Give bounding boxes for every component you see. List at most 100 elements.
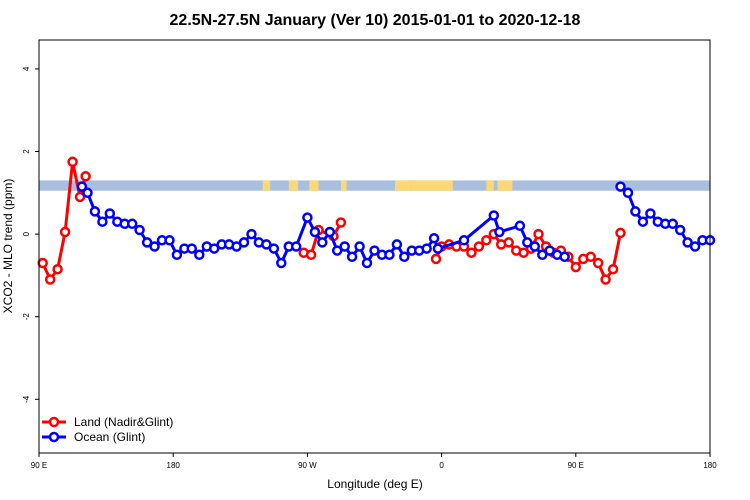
legend-land-marker [48, 416, 60, 428]
data-point-land [518, 247, 529, 258]
data-point-ocean [522, 237, 533, 248]
data-point-ocean [186, 243, 198, 254]
data-point-land [52, 263, 63, 275]
data-point-ocean [290, 241, 302, 252]
data-point-ocean [231, 241, 242, 252]
data-point-ocean [488, 210, 500, 221]
data-point-ocean [339, 241, 350, 252]
x-tick-label: 90 E [568, 461, 584, 470]
data-point-ocean [346, 251, 358, 263]
y-tick-label: 2 [22, 149, 31, 154]
x-tick-label: 180 [167, 461, 181, 470]
data-point-land [600, 274, 611, 285]
data-point-ocean [194, 249, 205, 261]
data-point-ocean [559, 251, 570, 263]
data-point-ocean [674, 224, 686, 236]
data-point-ocean [432, 243, 444, 254]
legend-land-label: Land (Nadir&Glint) [74, 415, 173, 429]
land-segment-6 [486, 180, 494, 191]
data-point-ocean [458, 235, 470, 246]
data-point-ocean [544, 245, 555, 256]
data-point-ocean [302, 212, 313, 223]
data-point-ocean [149, 241, 160, 252]
data-point-ocean [622, 187, 634, 199]
x-tick-label: 180 [703, 461, 717, 470]
data-point-ocean [689, 241, 701, 252]
series-layer [37, 156, 716, 285]
data-point-ocean [76, 181, 88, 192]
chart-title: 22.5N-27.5N January (Ver 10) 2015-01-01 … [170, 12, 581, 29]
x-tick-label: 90 E [31, 461, 47, 470]
data-point-ocean [97, 216, 108, 227]
data-point-land [335, 217, 347, 228]
data-point-ocean [529, 241, 541, 252]
data-point-ocean [428, 232, 440, 244]
data-point-ocean [238, 237, 250, 248]
data-point-ocean [331, 245, 343, 256]
data-point-ocean [324, 226, 336, 238]
data-point-ocean [354, 241, 365, 252]
data-point-ocean [682, 237, 693, 248]
data-point-ocean [164, 235, 175, 246]
data-point-ocean [494, 226, 505, 238]
data-point-land [466, 247, 477, 258]
land-segment-2 [309, 180, 319, 191]
data-point-ocean [134, 224, 145, 236]
data-point-ocean [126, 218, 138, 230]
land-segment-7 [497, 180, 513, 191]
data-point-ocean [615, 181, 626, 192]
data-point-ocean [369, 245, 380, 256]
data-point-land [59, 226, 71, 238]
data-point-land [570, 261, 582, 273]
y-tick-label: -2 [22, 313, 31, 321]
data-point-land [74, 191, 86, 203]
land-segment-5 [411, 180, 453, 191]
data-point-ocean [514, 220, 526, 232]
data-point-ocean [208, 243, 220, 254]
data-point-ocean [276, 257, 287, 269]
legend-ocean-marker [48, 431, 60, 443]
data-point-ocean [104, 208, 116, 219]
data-point-land [430, 253, 442, 265]
data-point-land [585, 251, 596, 263]
data-point-ocean [309, 226, 321, 238]
data-point-ocean [268, 243, 280, 254]
land-segment-3 [340, 180, 347, 191]
data-point-land [305, 249, 317, 261]
data-point-ocean [82, 187, 93, 199]
series-ocean [76, 181, 716, 269]
legend-ocean-label: Ocean (Glint) [74, 430, 145, 444]
data-point-land [67, 156, 78, 168]
y-axis: -4 -2 0 2 4 [22, 66, 39, 403]
data-point-ocean [421, 243, 432, 254]
data-point-land [615, 227, 626, 239]
data-point-land [473, 241, 485, 252]
y-tick-label: -4 [22, 395, 31, 403]
data-point-land [503, 237, 514, 248]
y-tick-label: 4 [22, 66, 31, 71]
land-ocean-strip [39, 180, 710, 191]
data-point-ocean [637, 216, 649, 227]
data-point-land [592, 257, 604, 269]
data-point-ocean [361, 257, 373, 269]
data-point-ocean [261, 239, 272, 250]
data-point-ocean [537, 249, 548, 261]
data-point-ocean [171, 249, 183, 261]
data-point-land [533, 228, 544, 240]
ocean-strip [39, 180, 710, 191]
x-axis: 90 E 180 90 W 0 90 E 180 [31, 453, 717, 470]
data-point-ocean [645, 208, 656, 219]
data-point-ocean [246, 228, 257, 240]
data-point-ocean [384, 249, 395, 261]
x-tick-label: 0 [439, 461, 444, 470]
data-point-ocean [89, 206, 101, 217]
land-segment-4 [395, 180, 412, 191]
data-point-land [37, 257, 48, 269]
legend: Land (Nadir&Glint) Ocean (Glint) [42, 415, 173, 444]
data-point-ocean [399, 251, 410, 263]
data-point-land [80, 171, 91, 182]
data-point-ocean [630, 206, 641, 217]
y-axis-label: XCO2 - MLO trend (ppm) [1, 179, 15, 314]
land-segment-1 [288, 180, 299, 191]
x-tick-label: 90 W [298, 461, 317, 470]
